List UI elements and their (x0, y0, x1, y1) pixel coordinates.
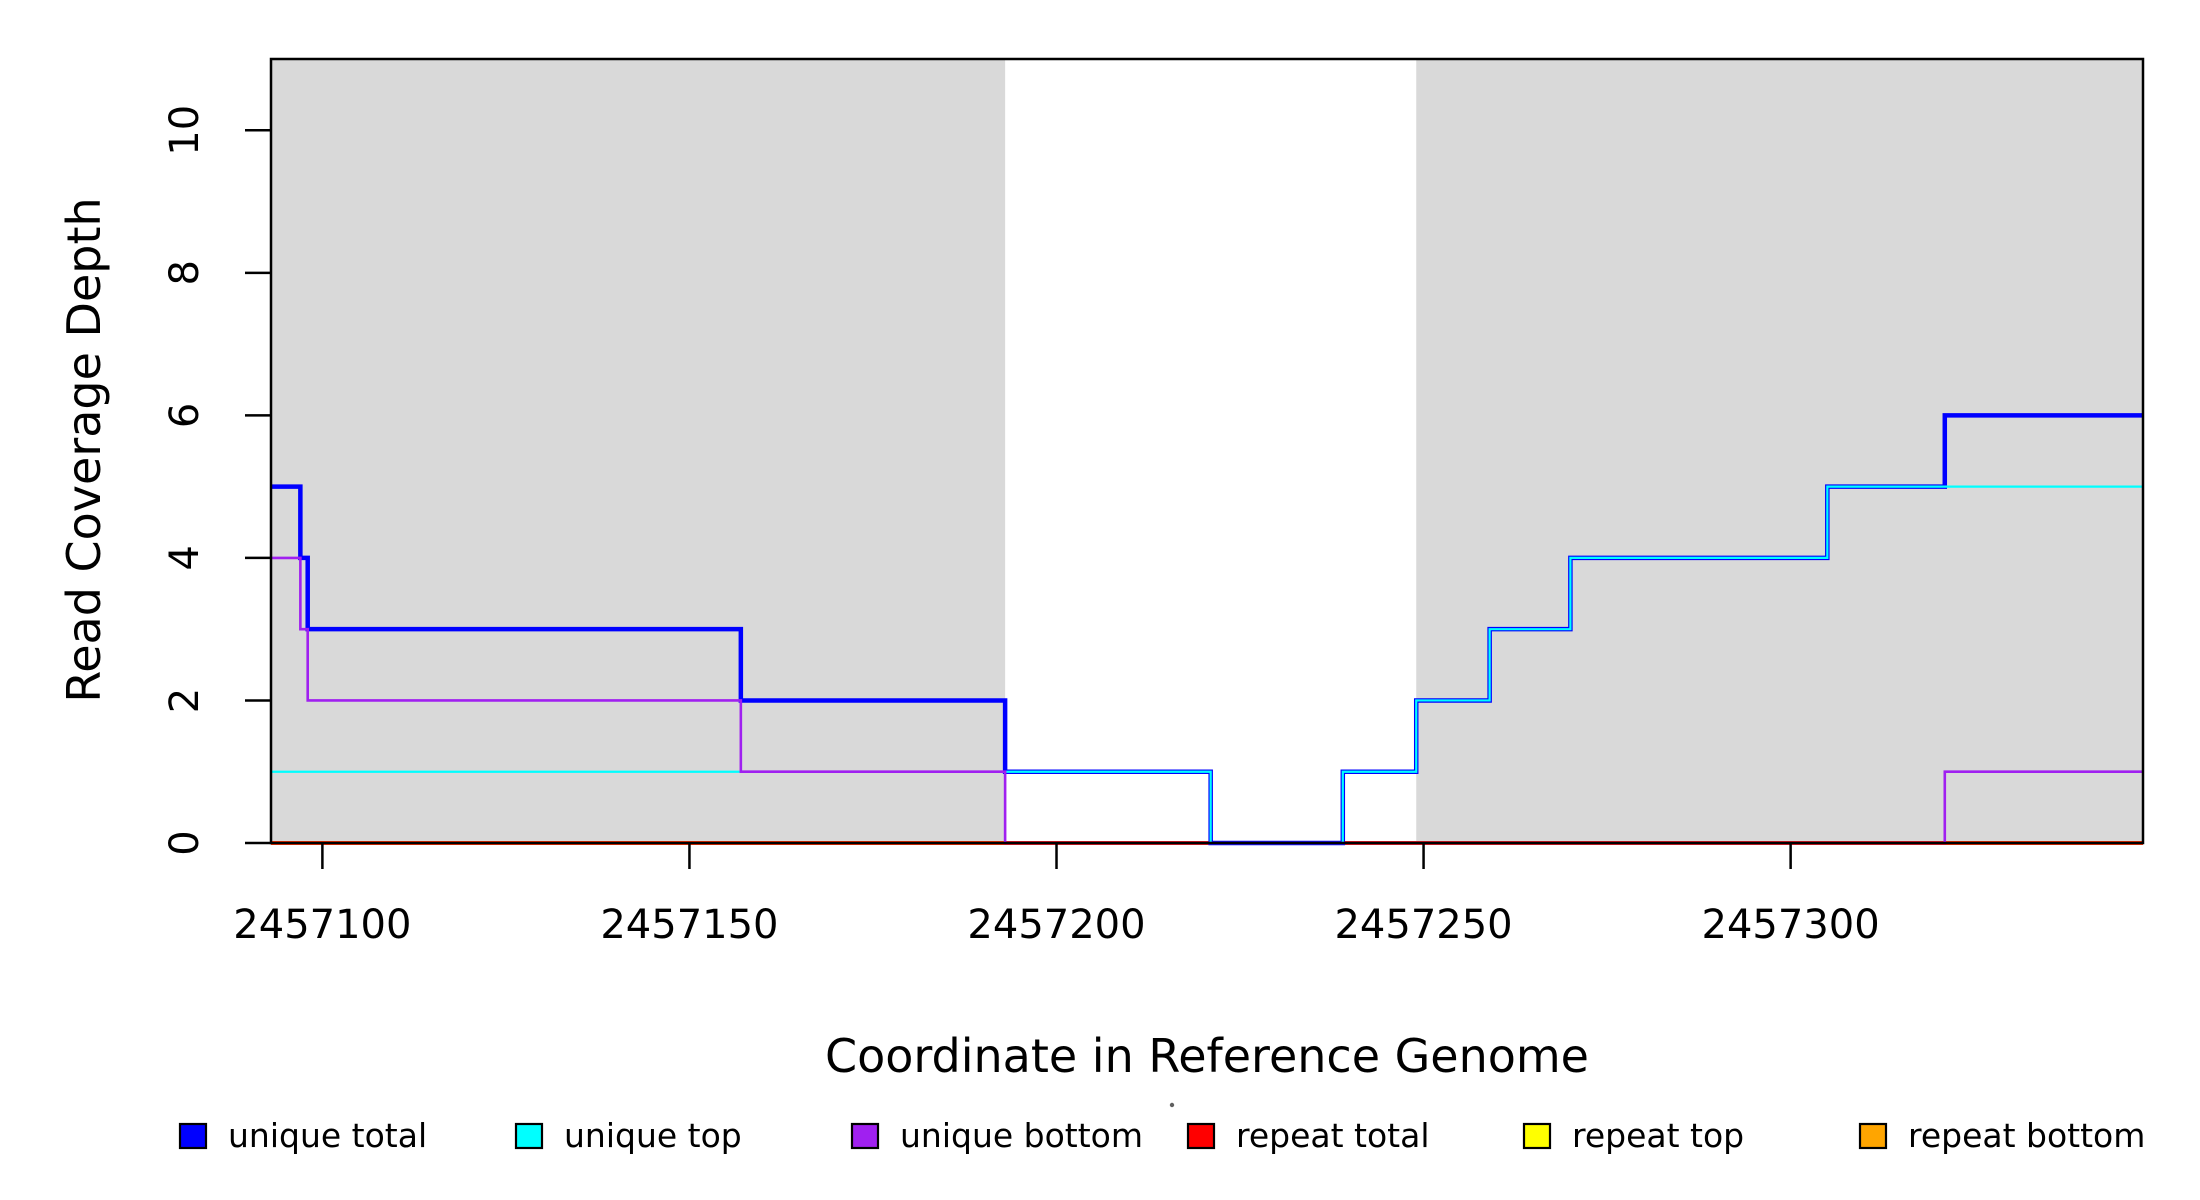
x-axis: 2457100 2457150 2457200 2457250 2457300 (233, 843, 1880, 948)
plot-box-border (269, 57, 2145, 845)
y-axis-title: Read Coverage Depth (57, 197, 111, 702)
x-tick-label: 2457100 (233, 902, 411, 948)
x-tick-label: 2457200 (967, 902, 1145, 948)
y-tick-label: 10 (162, 105, 208, 156)
legend-swatch-repeat-total (1186, 1122, 1216, 1150)
shaded-region (1416, 59, 2143, 843)
legend-swatch-repeat-bottom (1858, 1122, 1888, 1150)
x-tick-label: 2457150 (600, 902, 778, 948)
y-tick-label: 4 (162, 545, 208, 570)
legend-swatch-unique-total (178, 1122, 208, 1150)
legend-label: repeat top (1572, 1116, 1744, 1155)
y-tick-label: 6 (162, 403, 208, 428)
series-line-unique-bottom (271, 556, 2143, 845)
legend-label: repeat total (1236, 1116, 1430, 1155)
y-tick-label: 2 (162, 688, 208, 713)
x-axis-title: Coordinate in Reference Genome (825, 1029, 1589, 1083)
shaded-regions (271, 59, 2143, 843)
y-axis: 0 2 4 6 8 10 (162, 105, 271, 856)
legend: unique total unique top unique bottom repea… (178, 1116, 2145, 1155)
shaded-region (271, 59, 1006, 843)
speck-artifact (1169, 1102, 1175, 1108)
y-tick-label: 8 (162, 260, 208, 285)
y-tick-label: 0 (162, 830, 208, 855)
legend-swatch-repeat-top (1522, 1122, 1552, 1150)
legend-label: unique total (228, 1116, 427, 1155)
legend-label: repeat bottom (1908, 1116, 2145, 1155)
x-tick-label: 2457300 (1702, 902, 1880, 948)
legend-label: unique bottom (900, 1116, 1143, 1155)
legend-swatch-unique-top (514, 1122, 544, 1150)
x-tick-label: 2457250 (1334, 902, 1512, 948)
legend-swatch-unique-bottom (850, 1122, 880, 1150)
legend-label: unique top (564, 1116, 742, 1155)
